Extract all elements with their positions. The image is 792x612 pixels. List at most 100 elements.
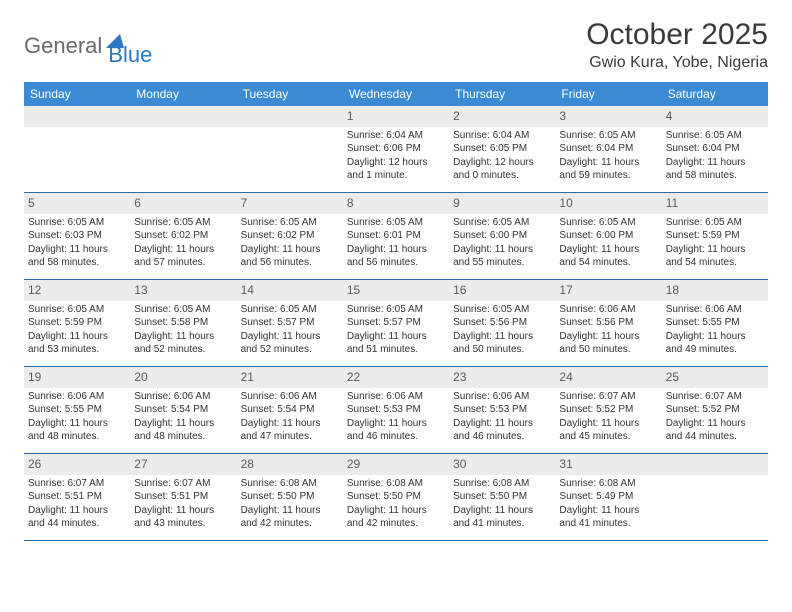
daylight-text: Daylight: 11 hours and 45 minutes. [559, 417, 657, 444]
weekday-header: Friday [555, 82, 661, 106]
day-cell: 4Sunrise: 6:05 AMSunset: 6:04 PMDaylight… [662, 106, 768, 192]
daylight-text: Daylight: 11 hours and 53 minutes. [28, 330, 126, 357]
daylight-text: Daylight: 11 hours and 55 minutes. [453, 243, 551, 270]
sunset-text: Sunset: 5:51 PM [28, 490, 126, 504]
day-cell: 17Sunrise: 6:06 AMSunset: 5:56 PMDayligh… [555, 280, 661, 366]
calendar: SundayMondayTuesdayWednesdayThursdayFrid… [24, 82, 768, 541]
day-body: Sunrise: 6:06 AMSunset: 5:55 PMDaylight:… [24, 388, 130, 448]
sunset-text: Sunset: 6:04 PM [559, 142, 657, 156]
sunrise-text: Sunrise: 6:06 AM [347, 390, 445, 404]
day-cell: 2Sunrise: 6:04 AMSunset: 6:05 PMDaylight… [449, 106, 555, 192]
daylight-text: Daylight: 11 hours and 44 minutes. [666, 417, 764, 444]
sunrise-text: Sunrise: 6:05 AM [666, 129, 764, 143]
day-body: Sunrise: 6:06 AMSunset: 5:56 PMDaylight:… [555, 301, 661, 361]
header: General Blue October 2025 Gwio Kura, Yob… [24, 18, 768, 72]
day-body: Sunrise: 6:07 AMSunset: 5:52 PMDaylight:… [555, 388, 661, 448]
daylight-text: Daylight: 11 hours and 56 minutes. [241, 243, 339, 270]
sunset-text: Sunset: 5:52 PM [559, 403, 657, 417]
daylight-text: Daylight: 11 hours and 49 minutes. [666, 330, 764, 357]
day-body: Sunrise: 6:05 AMSunset: 5:59 PMDaylight:… [662, 214, 768, 274]
day-body: Sunrise: 6:06 AMSunset: 5:54 PMDaylight:… [237, 388, 343, 448]
day-number: 30 [449, 454, 555, 475]
day-cell [130, 106, 236, 192]
day-body: Sunrise: 6:07 AMSunset: 5:51 PMDaylight:… [130, 475, 236, 535]
day-cell [24, 106, 130, 192]
day-cell: 7Sunrise: 6:05 AMSunset: 6:02 PMDaylight… [237, 193, 343, 279]
day-number [662, 454, 768, 475]
day-number: 17 [555, 280, 661, 301]
day-number: 11 [662, 193, 768, 214]
day-number: 29 [343, 454, 449, 475]
sunset-text: Sunset: 6:02 PM [241, 229, 339, 243]
week-row: 12Sunrise: 6:05 AMSunset: 5:59 PMDayligh… [24, 280, 768, 367]
daylight-text: Daylight: 12 hours and 1 minute. [347, 156, 445, 183]
daylight-text: Daylight: 11 hours and 41 minutes. [559, 504, 657, 531]
day-number: 24 [555, 367, 661, 388]
sunset-text: Sunset: 6:02 PM [134, 229, 232, 243]
sunrise-text: Sunrise: 6:06 AM [453, 390, 551, 404]
sunset-text: Sunset: 5:50 PM [241, 490, 339, 504]
sunrise-text: Sunrise: 6:08 AM [347, 477, 445, 491]
sunset-text: Sunset: 6:00 PM [453, 229, 551, 243]
title-block: October 2025 Gwio Kura, Yobe, Nigeria [586, 18, 768, 72]
daylight-text: Daylight: 11 hours and 43 minutes. [134, 504, 232, 531]
day-cell: 19Sunrise: 6:06 AMSunset: 5:55 PMDayligh… [24, 367, 130, 453]
day-number [130, 106, 236, 127]
sunrise-text: Sunrise: 6:05 AM [134, 216, 232, 230]
sunset-text: Sunset: 6:04 PM [666, 142, 764, 156]
sunset-text: Sunset: 5:59 PM [666, 229, 764, 243]
daylight-text: Daylight: 11 hours and 46 minutes. [347, 417, 445, 444]
day-body: Sunrise: 6:05 AMSunset: 6:04 PMDaylight:… [555, 127, 661, 187]
day-number: 7 [237, 193, 343, 214]
day-cell: 28Sunrise: 6:08 AMSunset: 5:50 PMDayligh… [237, 454, 343, 540]
daylight-text: Daylight: 11 hours and 48 minutes. [134, 417, 232, 444]
sunrise-text: Sunrise: 6:05 AM [559, 129, 657, 143]
day-number: 18 [662, 280, 768, 301]
day-body: Sunrise: 6:05 AMSunset: 6:02 PMDaylight:… [237, 214, 343, 274]
day-number: 27 [130, 454, 236, 475]
day-number: 26 [24, 454, 130, 475]
day-body: Sunrise: 6:05 AMSunset: 6:04 PMDaylight:… [662, 127, 768, 187]
sunset-text: Sunset: 5:49 PM [559, 490, 657, 504]
day-body [662, 475, 768, 481]
day-cell: 9Sunrise: 6:05 AMSunset: 6:00 PMDaylight… [449, 193, 555, 279]
daylight-text: Daylight: 11 hours and 56 minutes. [347, 243, 445, 270]
sunset-text: Sunset: 5:56 PM [559, 316, 657, 330]
sunrise-text: Sunrise: 6:08 AM [241, 477, 339, 491]
week-row: 5Sunrise: 6:05 AMSunset: 6:03 PMDaylight… [24, 193, 768, 280]
sunset-text: Sunset: 5:54 PM [241, 403, 339, 417]
sunrise-text: Sunrise: 6:06 AM [559, 303, 657, 317]
sunrise-text: Sunrise: 6:05 AM [134, 303, 232, 317]
week-row: 19Sunrise: 6:06 AMSunset: 5:55 PMDayligh… [24, 367, 768, 454]
day-body: Sunrise: 6:04 AMSunset: 6:05 PMDaylight:… [449, 127, 555, 187]
sunrise-text: Sunrise: 6:07 AM [28, 477, 126, 491]
day-number: 9 [449, 193, 555, 214]
daylight-text: Daylight: 11 hours and 59 minutes. [559, 156, 657, 183]
day-body: Sunrise: 6:05 AMSunset: 5:57 PMDaylight:… [343, 301, 449, 361]
sunrise-text: Sunrise: 6:08 AM [559, 477, 657, 491]
day-number: 2 [449, 106, 555, 127]
day-number: 14 [237, 280, 343, 301]
week-row: 26Sunrise: 6:07 AMSunset: 5:51 PMDayligh… [24, 454, 768, 541]
day-number: 19 [24, 367, 130, 388]
sunset-text: Sunset: 6:06 PM [347, 142, 445, 156]
day-cell: 5Sunrise: 6:05 AMSunset: 6:03 PMDaylight… [24, 193, 130, 279]
day-body: Sunrise: 6:05 AMSunset: 5:59 PMDaylight:… [24, 301, 130, 361]
day-cell: 20Sunrise: 6:06 AMSunset: 5:54 PMDayligh… [130, 367, 236, 453]
day-body: Sunrise: 6:07 AMSunset: 5:52 PMDaylight:… [662, 388, 768, 448]
sunset-text: Sunset: 6:01 PM [347, 229, 445, 243]
sunrise-text: Sunrise: 6:04 AM [347, 129, 445, 143]
sunset-text: Sunset: 5:57 PM [241, 316, 339, 330]
day-cell: 6Sunrise: 6:05 AMSunset: 6:02 PMDaylight… [130, 193, 236, 279]
sunrise-text: Sunrise: 6:05 AM [453, 303, 551, 317]
sunset-text: Sunset: 6:00 PM [559, 229, 657, 243]
sunset-text: Sunset: 5:50 PM [347, 490, 445, 504]
sunset-text: Sunset: 5:58 PM [134, 316, 232, 330]
weekday-header: Tuesday [237, 82, 343, 106]
weekday-header-row: SundayMondayTuesdayWednesdayThursdayFrid… [24, 82, 768, 106]
daylight-text: Daylight: 11 hours and 42 minutes. [347, 504, 445, 531]
day-cell: 18Sunrise: 6:06 AMSunset: 5:55 PMDayligh… [662, 280, 768, 366]
sunrise-text: Sunrise: 6:05 AM [347, 216, 445, 230]
daylight-text: Daylight: 11 hours and 50 minutes. [559, 330, 657, 357]
weekday-header: Wednesday [343, 82, 449, 106]
